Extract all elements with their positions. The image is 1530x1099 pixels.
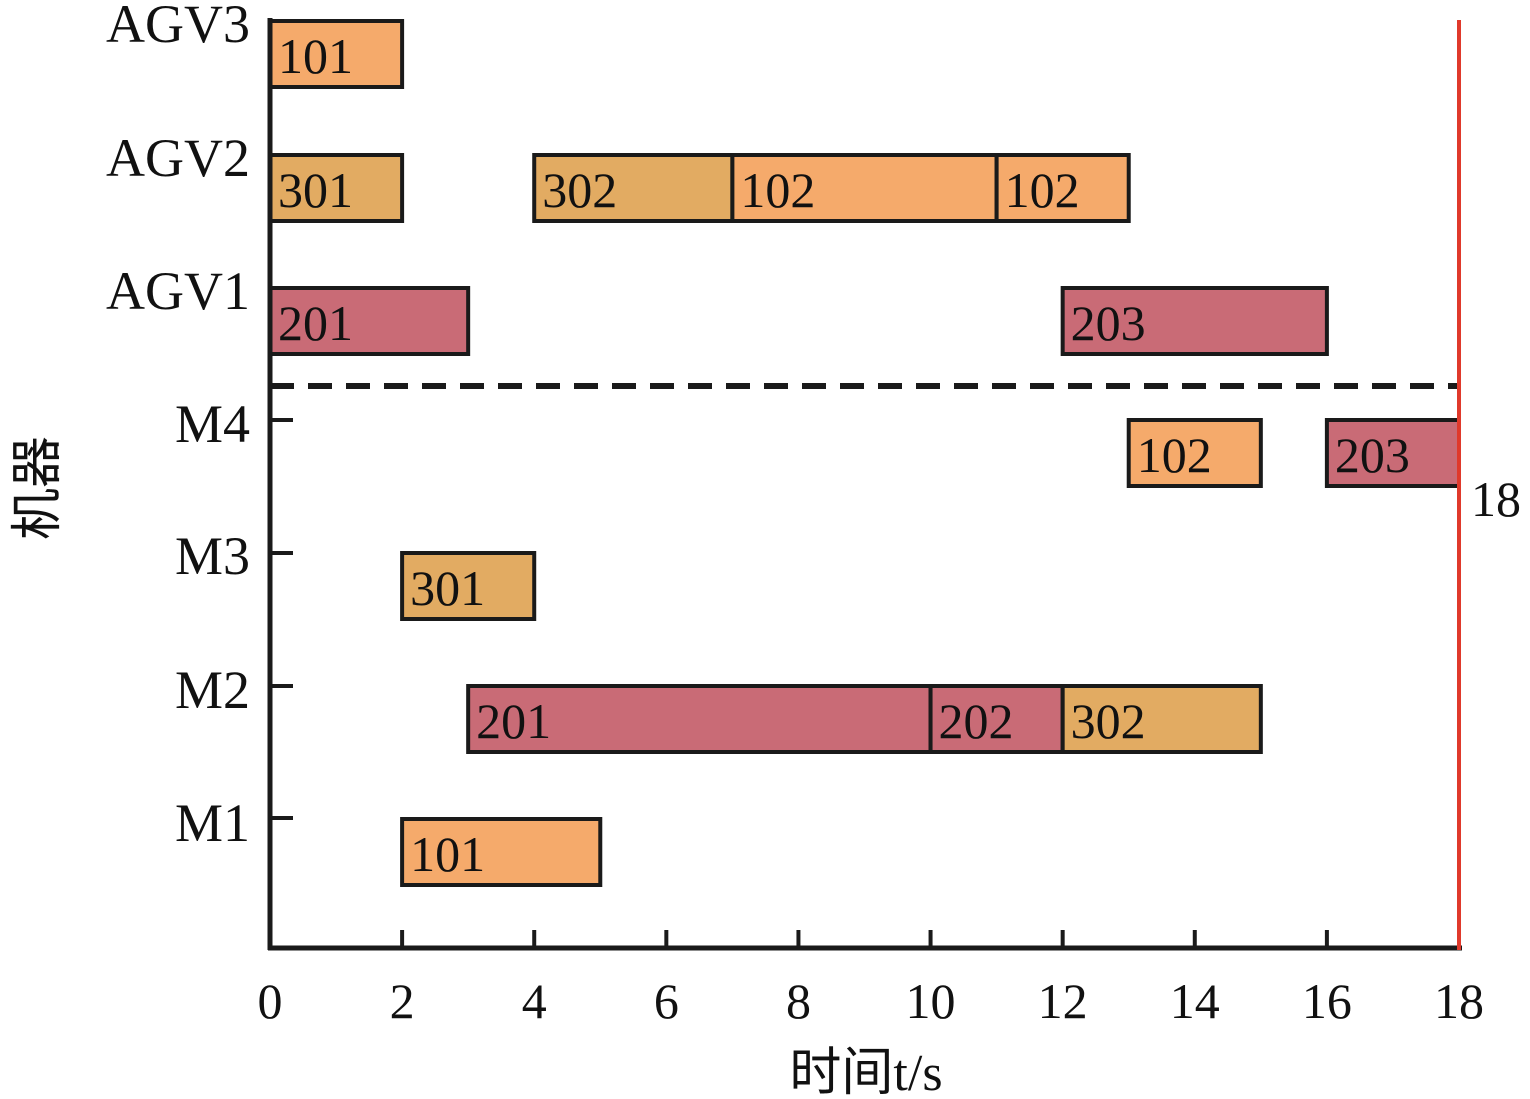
task-bar <box>730 153 999 223</box>
task-bar <box>928 684 1065 754</box>
task-bar-label: 102 <box>740 162 815 218</box>
x-tick-label: 6 <box>654 973 679 1029</box>
y-category-label: M1 <box>175 793 250 853</box>
task-bar <box>268 286 471 356</box>
x-tick-label: 18 <box>1434 973 1484 1029</box>
task-bar <box>400 817 603 887</box>
y-category-label: AGV1 <box>106 261 250 321</box>
task-bar-label: 201 <box>476 693 551 749</box>
y-category-label: AGV3 <box>106 0 250 54</box>
y-category-label: M2 <box>175 660 250 720</box>
task-bar-label: 102 <box>1137 427 1212 483</box>
task-bar-label: 101 <box>410 826 485 882</box>
x-tick-label: 16 <box>1302 973 1352 1029</box>
task-bar <box>1060 684 1263 754</box>
task-bar-label: 101 <box>278 28 353 84</box>
y-category-label: M3 <box>175 526 250 586</box>
task-bar <box>268 153 405 223</box>
y-category-label: AGV2 <box>106 128 250 188</box>
task-bar <box>400 551 537 621</box>
task-bar-label: 203 <box>1071 295 1146 351</box>
x-axis-title: 时间t/s <box>789 1045 942 1099</box>
task-bar <box>268 19 405 89</box>
x-tick-label: 10 <box>906 973 956 1029</box>
task-bar-label: 301 <box>410 560 485 616</box>
task-bar-label: 302 <box>542 162 617 218</box>
y-axis-title: 机器 <box>10 436 67 540</box>
task-bar-label: 202 <box>939 693 1014 749</box>
task-bar <box>994 153 1131 223</box>
x-tick-label: 0 <box>258 973 283 1029</box>
y-category-label: M4 <box>175 394 250 454</box>
x-tick-label: 4 <box>522 973 547 1029</box>
makespan-label: 18 <box>1471 471 1521 527</box>
task-bar-label: 301 <box>278 162 353 218</box>
x-tick-label: 12 <box>1038 973 1088 1029</box>
task-bar <box>1060 286 1329 356</box>
task-bar-label: 102 <box>1005 162 1080 218</box>
x-tick-label: 2 <box>390 973 415 1029</box>
task-bar-label: 201 <box>278 295 353 351</box>
task-bar-label: 302 <box>1071 693 1146 749</box>
task-bar <box>1126 418 1263 488</box>
task-bar-label: 203 <box>1335 427 1410 483</box>
x-tick-label: 8 <box>786 973 811 1029</box>
x-tick-label: 14 <box>1170 973 1220 1029</box>
